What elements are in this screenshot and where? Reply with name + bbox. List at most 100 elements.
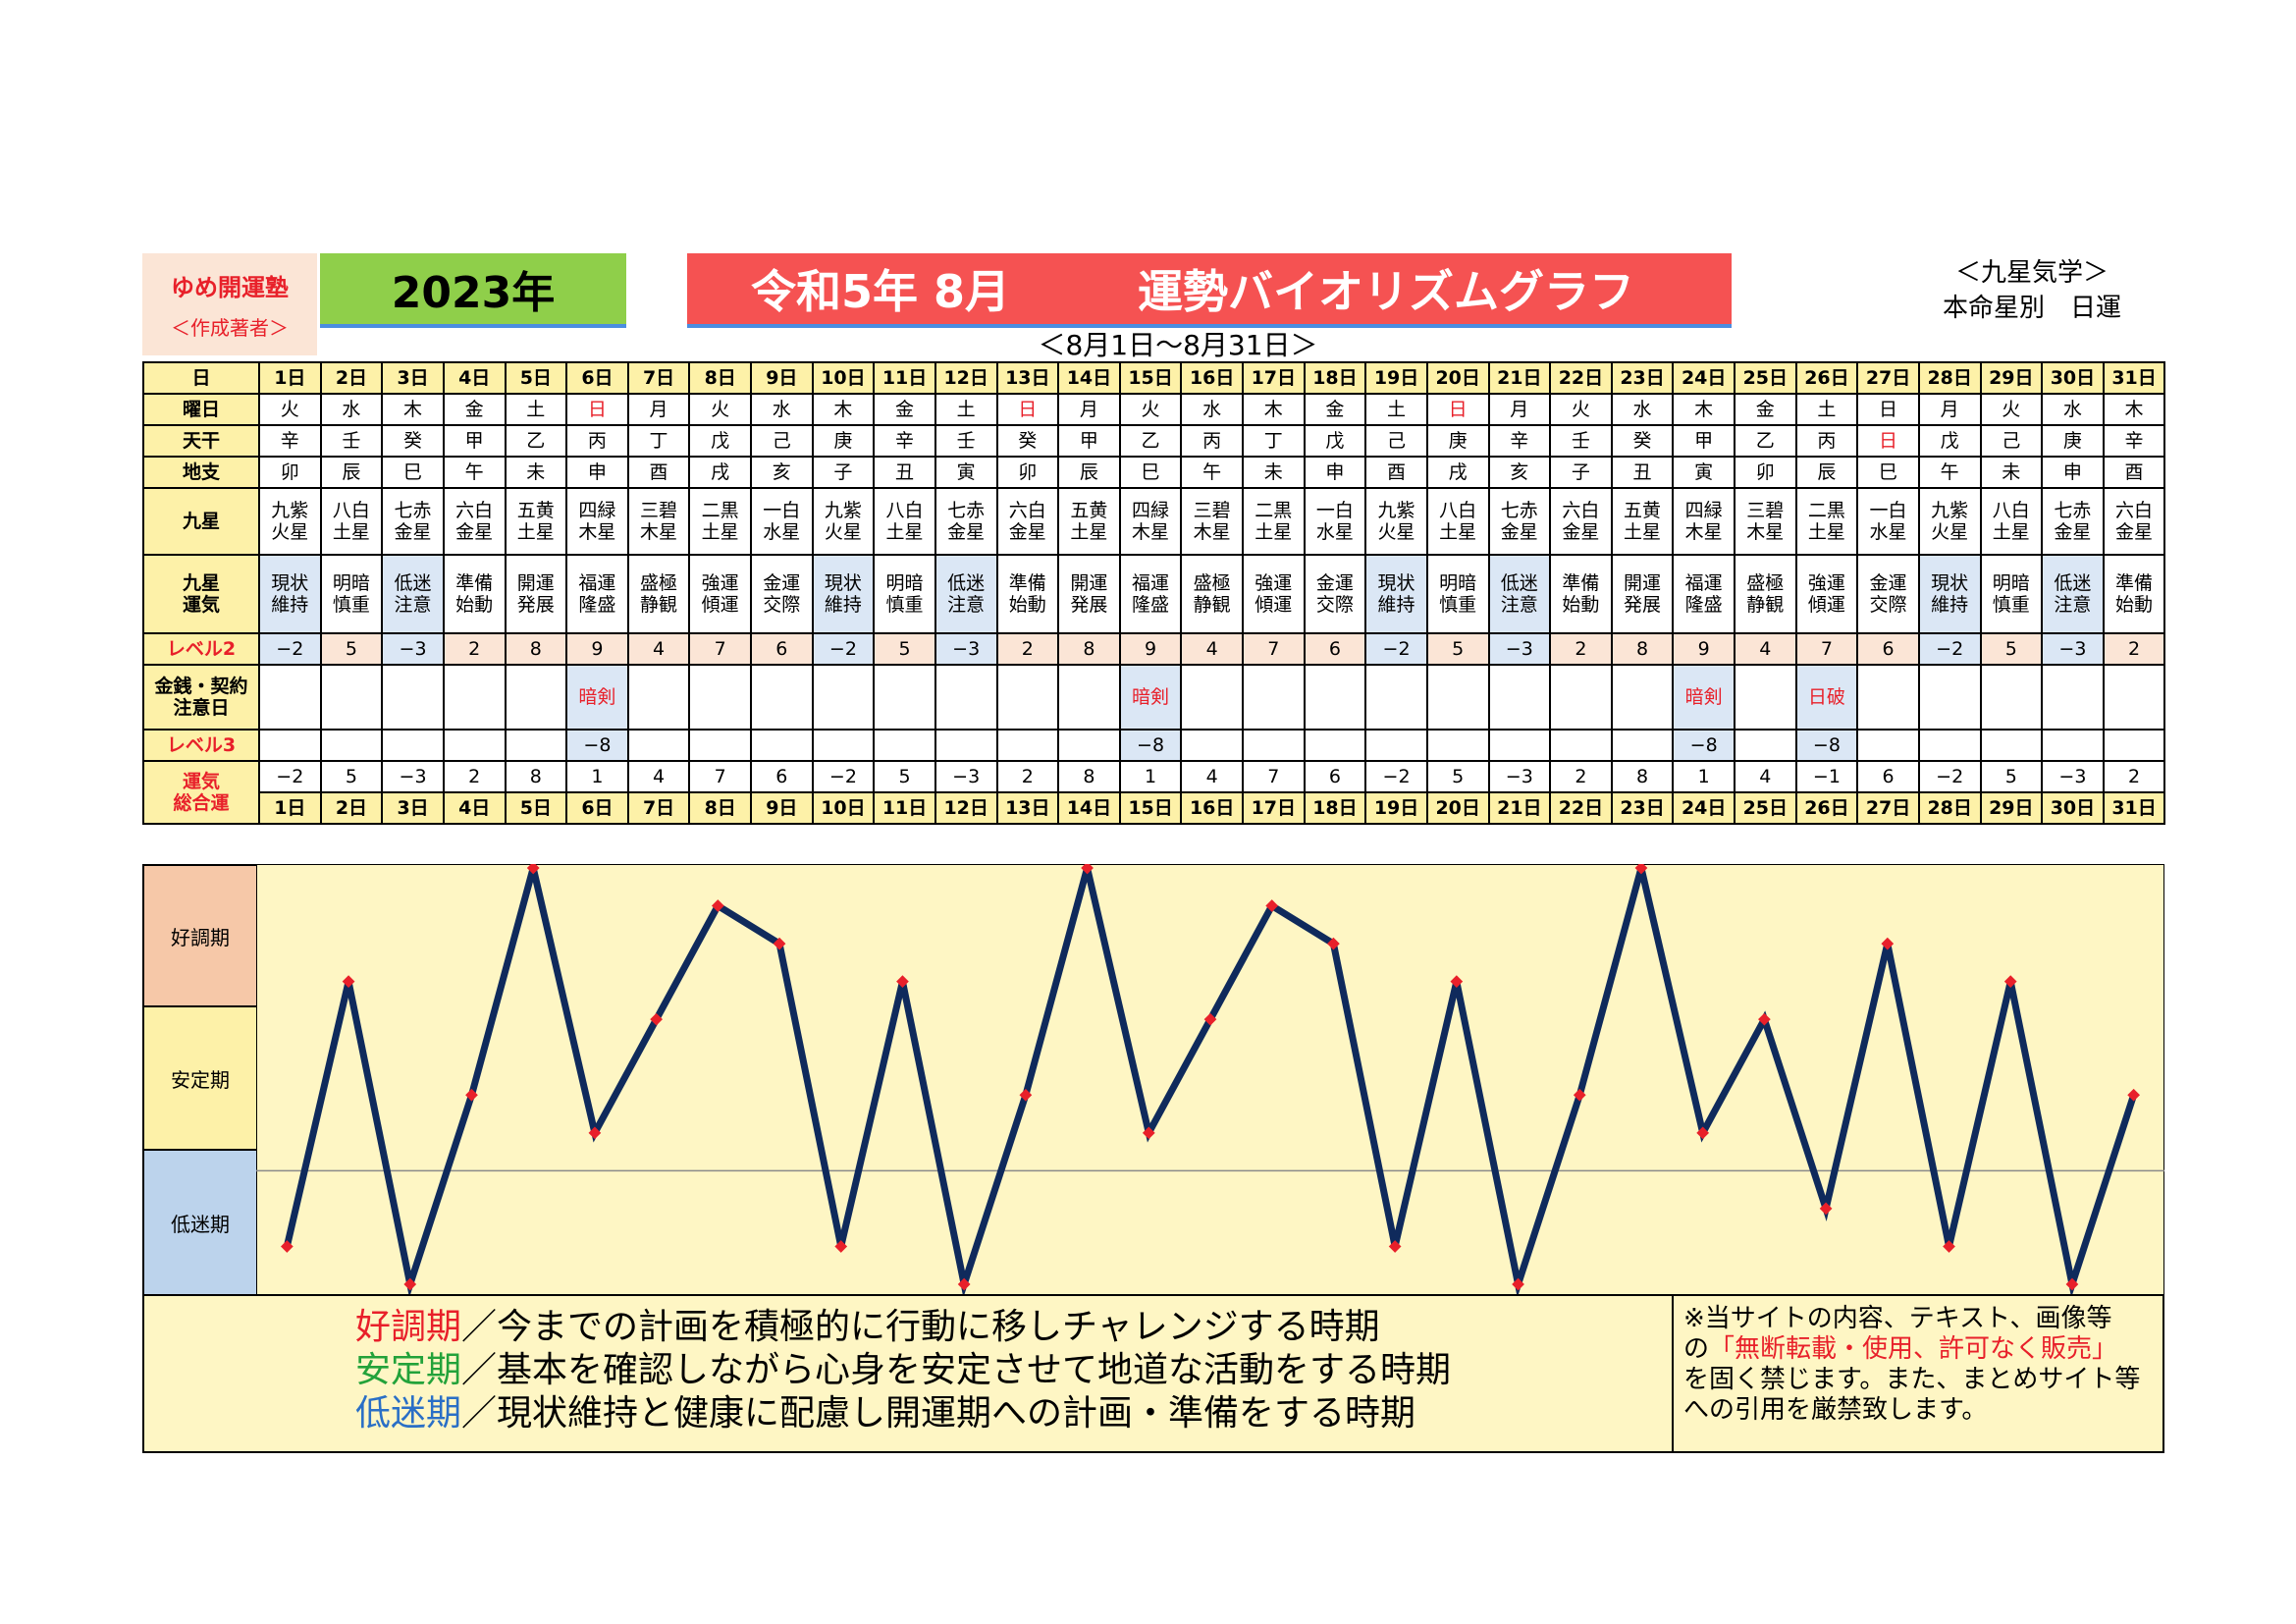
level3-cell (381, 729, 445, 762)
star-cell: 七赤 金星 (1487, 487, 1552, 556)
total-cell: 1 (565, 760, 629, 793)
star-luck-b: 維持 (1377, 594, 1415, 616)
row-stem: 天干辛壬癸甲乙丙丁戊己庚辛壬癸甲乙丙丁戊己庚辛壬癸甲乙丙日戊己庚辛 (142, 424, 2166, 458)
star-name: 九紫 (1377, 500, 1415, 521)
star-luck-b: 静観 (1746, 594, 1785, 616)
day-cell-bottom: 30日 (2041, 791, 2105, 825)
stem-cell: 己 (1979, 424, 2044, 458)
star-luck-a: 低迷 (394, 572, 432, 594)
star-name: 七赤 (1500, 500, 1538, 521)
weekday-cell: 火 (258, 393, 322, 426)
level2-cell: 8 (1610, 632, 1675, 666)
weekday-cell: 土 (934, 393, 998, 426)
level3-cell (1303, 729, 1367, 762)
total-cell: 4 (1734, 760, 1797, 793)
star-luck-cell: 明暗 慎重 (1425, 554, 1490, 634)
weekday-cell: 木 (1672, 393, 1735, 426)
star-luck-a: 福運 (1684, 572, 1723, 594)
level3-cell (1180, 729, 1244, 762)
level2-cell: −2 (1917, 632, 1982, 666)
star-luck-b: 慎重 (885, 594, 924, 616)
star-cell: 五黄 土星 (1057, 487, 1121, 556)
money-note-cell (1180, 664, 1244, 731)
star-element: 木星 (578, 521, 616, 543)
data-point (1758, 1012, 1771, 1026)
star-element: 木星 (640, 521, 678, 543)
star-luck-a: 金運 (1315, 572, 1354, 594)
branch-cell: 巳 (381, 456, 445, 489)
label-level2-text-0: レベル2 (166, 638, 237, 660)
label-star-luck-text-1: 運気 (182, 594, 220, 616)
star-element: 金星 (455, 521, 494, 543)
day-cell-bottom: 29日 (1979, 791, 2044, 825)
star-luck-cell: 明暗 慎重 (1979, 554, 2044, 634)
total-cell: 5 (873, 760, 936, 793)
weekday-cell: 金 (873, 393, 936, 426)
label-weekday: 曜日 (142, 393, 260, 426)
total-cell: −2 (1364, 760, 1428, 793)
star-cell: 二黒 土星 (688, 487, 752, 556)
level2-cell: −3 (934, 632, 998, 666)
day-cell: 29日 (1979, 361, 2044, 395)
level2-cell: 2 (995, 632, 1060, 666)
star-cell: 八白 土星 (1979, 487, 2044, 556)
day-cell-bottom: 6日 (565, 791, 629, 825)
star-cell: 九紫 火星 (1917, 487, 1982, 556)
legend-good: 好調期／今までの計画を積極的に行動に移しチャレンジする時期 (355, 1308, 1380, 1347)
total-cell: 2 (995, 760, 1060, 793)
star-luck-a: 現状 (271, 572, 309, 594)
day-cell: 10日 (811, 361, 876, 395)
star-luck-b: 始動 (1008, 594, 1046, 616)
level2-cell: 2 (442, 632, 507, 666)
data-point (1696, 1126, 1710, 1140)
day-cell-bottom: 11日 (873, 791, 936, 825)
branch-cell: 酉 (1364, 456, 1428, 489)
stem-cell: 戊 (688, 424, 752, 458)
total-cell: 5 (1979, 760, 2044, 793)
total-cell: −2 (258, 760, 322, 793)
date-range: ＜8月1日～8月31日＞ (1038, 329, 1318, 361)
total-cell: 7 (1242, 760, 1306, 793)
total-cell: −3 (381, 760, 445, 793)
legend-stable-term: 安定期 (355, 1350, 462, 1390)
money-note-cell (1487, 664, 1552, 731)
star-luck-b: 交際 (1869, 594, 1907, 616)
level3-cell (1979, 729, 2044, 762)
star-name: 一白 (1315, 500, 1354, 521)
star-cell: 六白 金星 (2102, 487, 2166, 556)
star-element: 土星 (1624, 521, 1662, 543)
star-name: 三碧 (640, 500, 678, 521)
total-cell: 5 (319, 760, 384, 793)
star-luck-b: 始動 (455, 594, 494, 616)
day-cell: 28日 (1917, 361, 1982, 395)
star-luck-cell: 開運 発展 (1057, 554, 1121, 634)
star-luck-cell: 明暗 慎重 (873, 554, 936, 634)
level3-cell (995, 729, 1060, 762)
total-cell: 6 (1303, 760, 1367, 793)
label-total-text-0: 運気 (182, 771, 220, 792)
star-luck-cell: 現状 維持 (1917, 554, 1982, 634)
total-cell: −3 (1487, 760, 1552, 793)
star-luck-a: 強運 (1807, 572, 1845, 594)
notice-line3: を固く禁じます。また、まとめサイト等 (1683, 1365, 2141, 1394)
day-cell-bottom: 15日 (1118, 791, 1183, 825)
weekday-cell: 火 (1549, 393, 1613, 426)
day-cell-bottom: 31日 (2102, 791, 2166, 825)
stem-cell: 甲 (1672, 424, 1735, 458)
weekday-cell: 金 (1303, 393, 1367, 426)
level2-cell: 5 (1979, 632, 2044, 666)
star-element: 木星 (1684, 521, 1723, 543)
plot-area (256, 864, 2164, 1296)
money-note-cell (995, 664, 1060, 731)
day-cell: 17日 (1242, 361, 1306, 395)
day-cell: 11日 (873, 361, 936, 395)
star-name: 五黄 (1070, 500, 1108, 521)
day-cell-bottom: 19日 (1364, 791, 1428, 825)
star-cell: 四緑 木星 (1672, 487, 1735, 556)
branch-cell: 申 (2041, 456, 2105, 489)
star-name: 五黄 (516, 500, 555, 521)
level2-cell: 8 (1057, 632, 1121, 666)
total-cell: −2 (1917, 760, 1982, 793)
notice-line2: の「無断転載・使用、許可なく販売」 (1683, 1334, 2153, 1365)
star-name: 七赤 (394, 500, 432, 521)
